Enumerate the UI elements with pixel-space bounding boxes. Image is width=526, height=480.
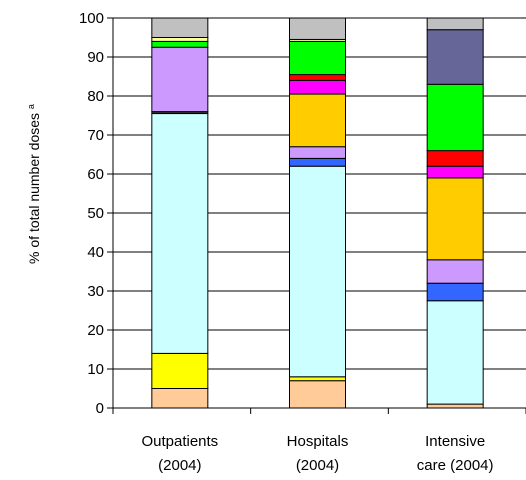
y-tick-label: 40 [87,244,104,261]
bar-segment [426,259,484,284]
bar-segment [426,29,484,85]
bar-segment [289,79,346,95]
bar-segment [151,40,209,48]
x-category-label: Hospitals [287,433,349,450]
y-tick-label: 80 [87,88,104,105]
bar-segment [289,157,346,167]
bar-segment [426,165,484,179]
x-category-label-line2: (2004) [296,457,339,474]
bar-segment [426,282,484,302]
bar-segment [426,300,484,405]
bar-segment [289,376,346,382]
y-tick-labels: 0 10 20 30 40 50 60 70 80 90 100 [79,10,104,417]
x-category-label: Intensive [425,433,485,450]
bar-segment [289,40,346,76]
x-category-labels: Outpatients (2004) Hospitals (2004) Intensiv… [141,433,493,474]
x-category-label-line2: care (2004) [417,457,494,474]
y-axis-title: % of total number doses a [26,104,42,264]
y-tick-label: 20 [87,322,104,339]
bar-segment [289,74,346,81]
bar-segment [289,17,346,40]
bar-segment [426,17,484,31]
y-tick-label: 10 [87,361,104,378]
bar-segment [151,46,209,113]
y-tick-label: 50 [87,205,104,222]
x-category-label-line2: (2004) [158,457,201,474]
bar-segment [426,150,484,167]
x-category-label: Outpatients [141,433,218,450]
bar-segment [289,165,346,378]
bar-segment [151,113,209,354]
y-tick-label: 70 [87,127,104,144]
bar-segment [426,177,484,261]
y-tick-label: 30 [87,283,104,300]
bar-segment [426,403,484,409]
bar-segment [151,37,209,42]
y-axis-title-text: % of total number doses [26,113,42,264]
y-tick-label: 100 [79,10,104,27]
axes [107,17,526,414]
bar-segment [289,146,346,159]
y-tick-label: 60 [87,166,104,183]
y-tick-label: 90 [87,49,104,66]
bar-segment [151,17,209,38]
bar-segment [289,380,346,409]
y-axis-title-superscript: a [26,104,36,109]
bar-segment [289,93,346,148]
bar-segment [151,388,209,409]
y-tick-label: 0 [96,400,104,417]
bar-stacks [151,17,484,409]
bar-segment [426,83,484,152]
bar-segment [151,352,209,389]
